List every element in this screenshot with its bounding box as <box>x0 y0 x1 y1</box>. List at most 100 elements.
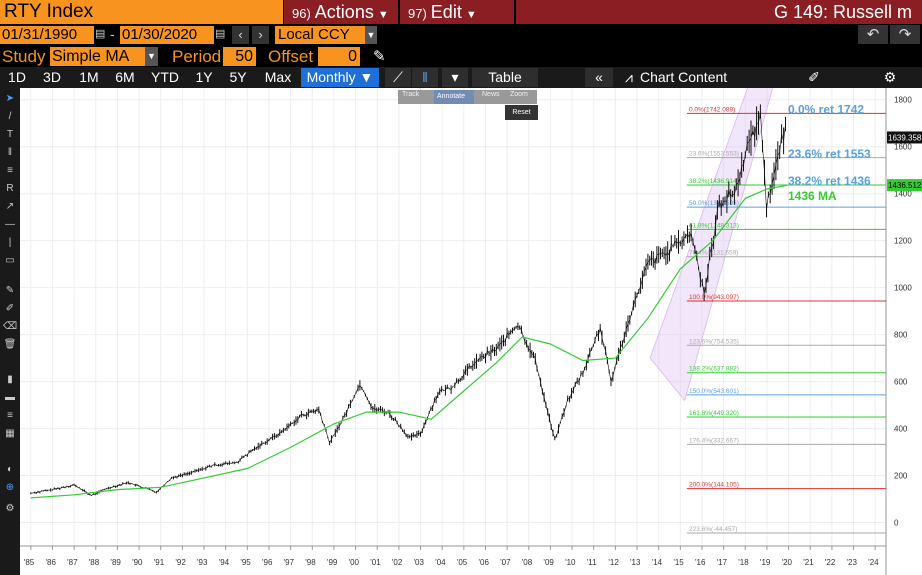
x-tick-label: '95 <box>240 558 251 567</box>
period-1m-button[interactable]: 1M <box>79 69 99 85</box>
period-1y-button[interactable]: 1Y <box>195 69 213 85</box>
date-separator: - <box>110 26 115 42</box>
table-button[interactable]: Table <box>472 68 538 87</box>
x-tick-label: '02 <box>392 558 403 567</box>
vertical-line-icon[interactable]: | <box>8 237 12 248</box>
end-date-input[interactable]: 01/30/2020 <box>120 26 214 44</box>
undo-button[interactable]: ↶ <box>858 25 888 44</box>
shape-icon[interactable]: ▭ <box>5 255 15 266</box>
edit-chart-icon[interactable]: ✐ <box>808 69 820 85</box>
x-tick-label: '08 <box>522 558 533 567</box>
period-max-button[interactable]: Max <box>264 69 292 85</box>
chart-canvas: 0 200 400 600 800 1000 1200 1400 1600 1800 '85 '86 '… <box>20 88 922 575</box>
crosshair-icon[interactable]: ⊕ <box>5 482 15 493</box>
draw-icon[interactable]: ✎ <box>5 285 15 296</box>
previous-button[interactable]: ‹ <box>232 26 249 44</box>
period-1d-button[interactable]: 1D <box>8 69 26 85</box>
frequency-select[interactable]: Monthly ▼ <box>301 68 379 87</box>
cursor-icon[interactable]: ➤ <box>5 93 15 104</box>
price-chart[interactable]: 0 200 400 600 800 1000 1200 1400 1600 1800 '85 '86 '… <box>20 88 922 575</box>
actions-shortcut: 96) <box>292 6 311 21</box>
text-icon[interactable]: T <box>6 129 14 140</box>
reset-button[interactable]: Reset <box>505 105 538 120</box>
currency-select[interactable]: Local CCY <box>275 26 365 44</box>
x-tick-label: '91 <box>154 558 165 567</box>
x-tick-label: '06 <box>478 558 489 567</box>
redo-button[interactable]: ↷ <box>890 25 920 44</box>
chevron-down-icon[interactable]: ▾ <box>442 68 468 87</box>
moving-average-line <box>30 184 788 499</box>
news-tool[interactable]: News <box>482 91 500 98</box>
reset-label: Reset <box>512 109 531 116</box>
chart-content-button[interactable]: Chart Content <box>640 69 728 85</box>
x-tick-label: '97 <box>284 558 295 567</box>
trash-icon[interactable]: 🗑 <box>3 339 17 350</box>
fib-label: 23.6%(1553.553) <box>689 151 739 158</box>
fibonacci-icon[interactable]: ≡ <box>7 165 13 176</box>
annotation-icon[interactable]: ‖ <box>7 147 13 158</box>
gear-icon[interactable]: ⚙ <box>883 69 897 85</box>
grid-icon[interactable]: ▦ <box>5 428 15 439</box>
x-tick-label: '15 <box>673 558 684 567</box>
collapse-left-icon[interactable]: « <box>585 68 613 87</box>
period-3d-button[interactable]: 3D <box>43 69 61 85</box>
period-input[interactable]: 50 <box>223 47 256 66</box>
edit-menu-button[interactable]: 97) Edit ▼ <box>400 0 514 24</box>
period-ytd-button[interactable]: YTD <box>151 69 179 85</box>
x-tick-label: '96 <box>262 558 273 567</box>
gear-icon[interactable]: ⚙ <box>5 503 15 514</box>
color-icon[interactable]: ▮ <box>7 374 13 385</box>
zoom-tool[interactable]: Zoom <box>510 91 528 98</box>
actions-menu-button[interactable]: 96) Actions ▼ <box>284 0 398 24</box>
annotate-tool[interactable]: Annotate <box>434 90 474 104</box>
chevron-down-icon[interactable]: ▼ <box>145 47 158 66</box>
x-tick-label: '98 <box>305 558 316 567</box>
x-tick-label: '94 <box>219 558 230 567</box>
ticker-field[interactable]: RTY Index <box>0 0 283 24</box>
edit-label: Edit <box>430 2 462 22</box>
track-tool[interactable]: Track <box>402 91 420 98</box>
x-tick-label: '93 <box>197 558 208 567</box>
price-series-line <box>30 111 786 496</box>
period-toolbar: 1D 3D 1M 6M YTD 1Y 5Y Max Monthly ▼ ⟋ ǁ … <box>0 67 922 88</box>
chevron-down-icon[interactable]: ▼ <box>365 26 377 44</box>
bar-chart-icon[interactable]: ǁ <box>412 68 438 87</box>
x-tick-label: '14 <box>652 558 663 567</box>
retracement-icon[interactable]: R <box>6 183 14 194</box>
fib-annotation: 1436 MA <box>788 189 837 203</box>
x-tick-label: '13 <box>630 558 641 567</box>
calendar-icon[interactable]: ▤ <box>95 28 106 40</box>
lines-icon[interactable]: ≡ <box>7 410 13 421</box>
style-icon[interactable]: ▬ <box>5 392 15 403</box>
pen-icon[interactable]: ✐ <box>5 303 15 314</box>
eraser-icon[interactable]: ⌫ <box>3 321 18 332</box>
chart-content-icon[interactable]: ⩘ <box>625 69 633 85</box>
fib-label: 38.2%(1436.914) <box>689 178 739 185</box>
last-price-label: 1639.358 <box>888 133 922 142</box>
offset-input[interactable]: 0 <box>318 47 360 66</box>
fib-label: 138.2%(637.882) <box>689 366 739 373</box>
horizontal-line-icon[interactable]: — <box>5 219 15 230</box>
ticker-text: RTY Index <box>4 1 94 22</box>
x-tick-label: '22 <box>825 558 836 567</box>
fib-label: 161.8%(449.320) <box>689 410 739 417</box>
period-5y-button[interactable]: 5Y <box>229 69 247 85</box>
x-tick-label: '18 <box>738 558 749 567</box>
x-tick-label: '04 <box>435 558 446 567</box>
fib-label: 150.0%(543.601) <box>689 388 739 395</box>
x-tick-label: '11 <box>587 558 597 567</box>
start-date-input[interactable]: 01/31/1990 <box>0 26 94 44</box>
trendline-icon[interactable]: / <box>8 111 12 122</box>
period-6m-button[interactable]: 6M <box>115 69 135 85</box>
calendar-icon[interactable]: ▤ <box>215 28 226 40</box>
pencil-icon[interactable]: ✎ <box>373 48 386 65</box>
study-select[interactable]: Simple MA <box>50 47 145 66</box>
next-button[interactable]: › <box>252 26 269 44</box>
x-tick-label: '88 <box>89 558 100 567</box>
arrow-icon[interactable]: ↗ <box>5 201 15 212</box>
title-bar: RTY Index 96) Actions ▼ 97) Edit ▼ G 149: Ru… <box>0 0 922 24</box>
chevron-down-icon: ▼ <box>465 9 477 21</box>
mode-icon[interactable]: ◐ <box>6 464 14 475</box>
line-chart-icon[interactable]: ⟋ <box>385 68 411 87</box>
x-tick-label: '17 <box>717 558 728 567</box>
